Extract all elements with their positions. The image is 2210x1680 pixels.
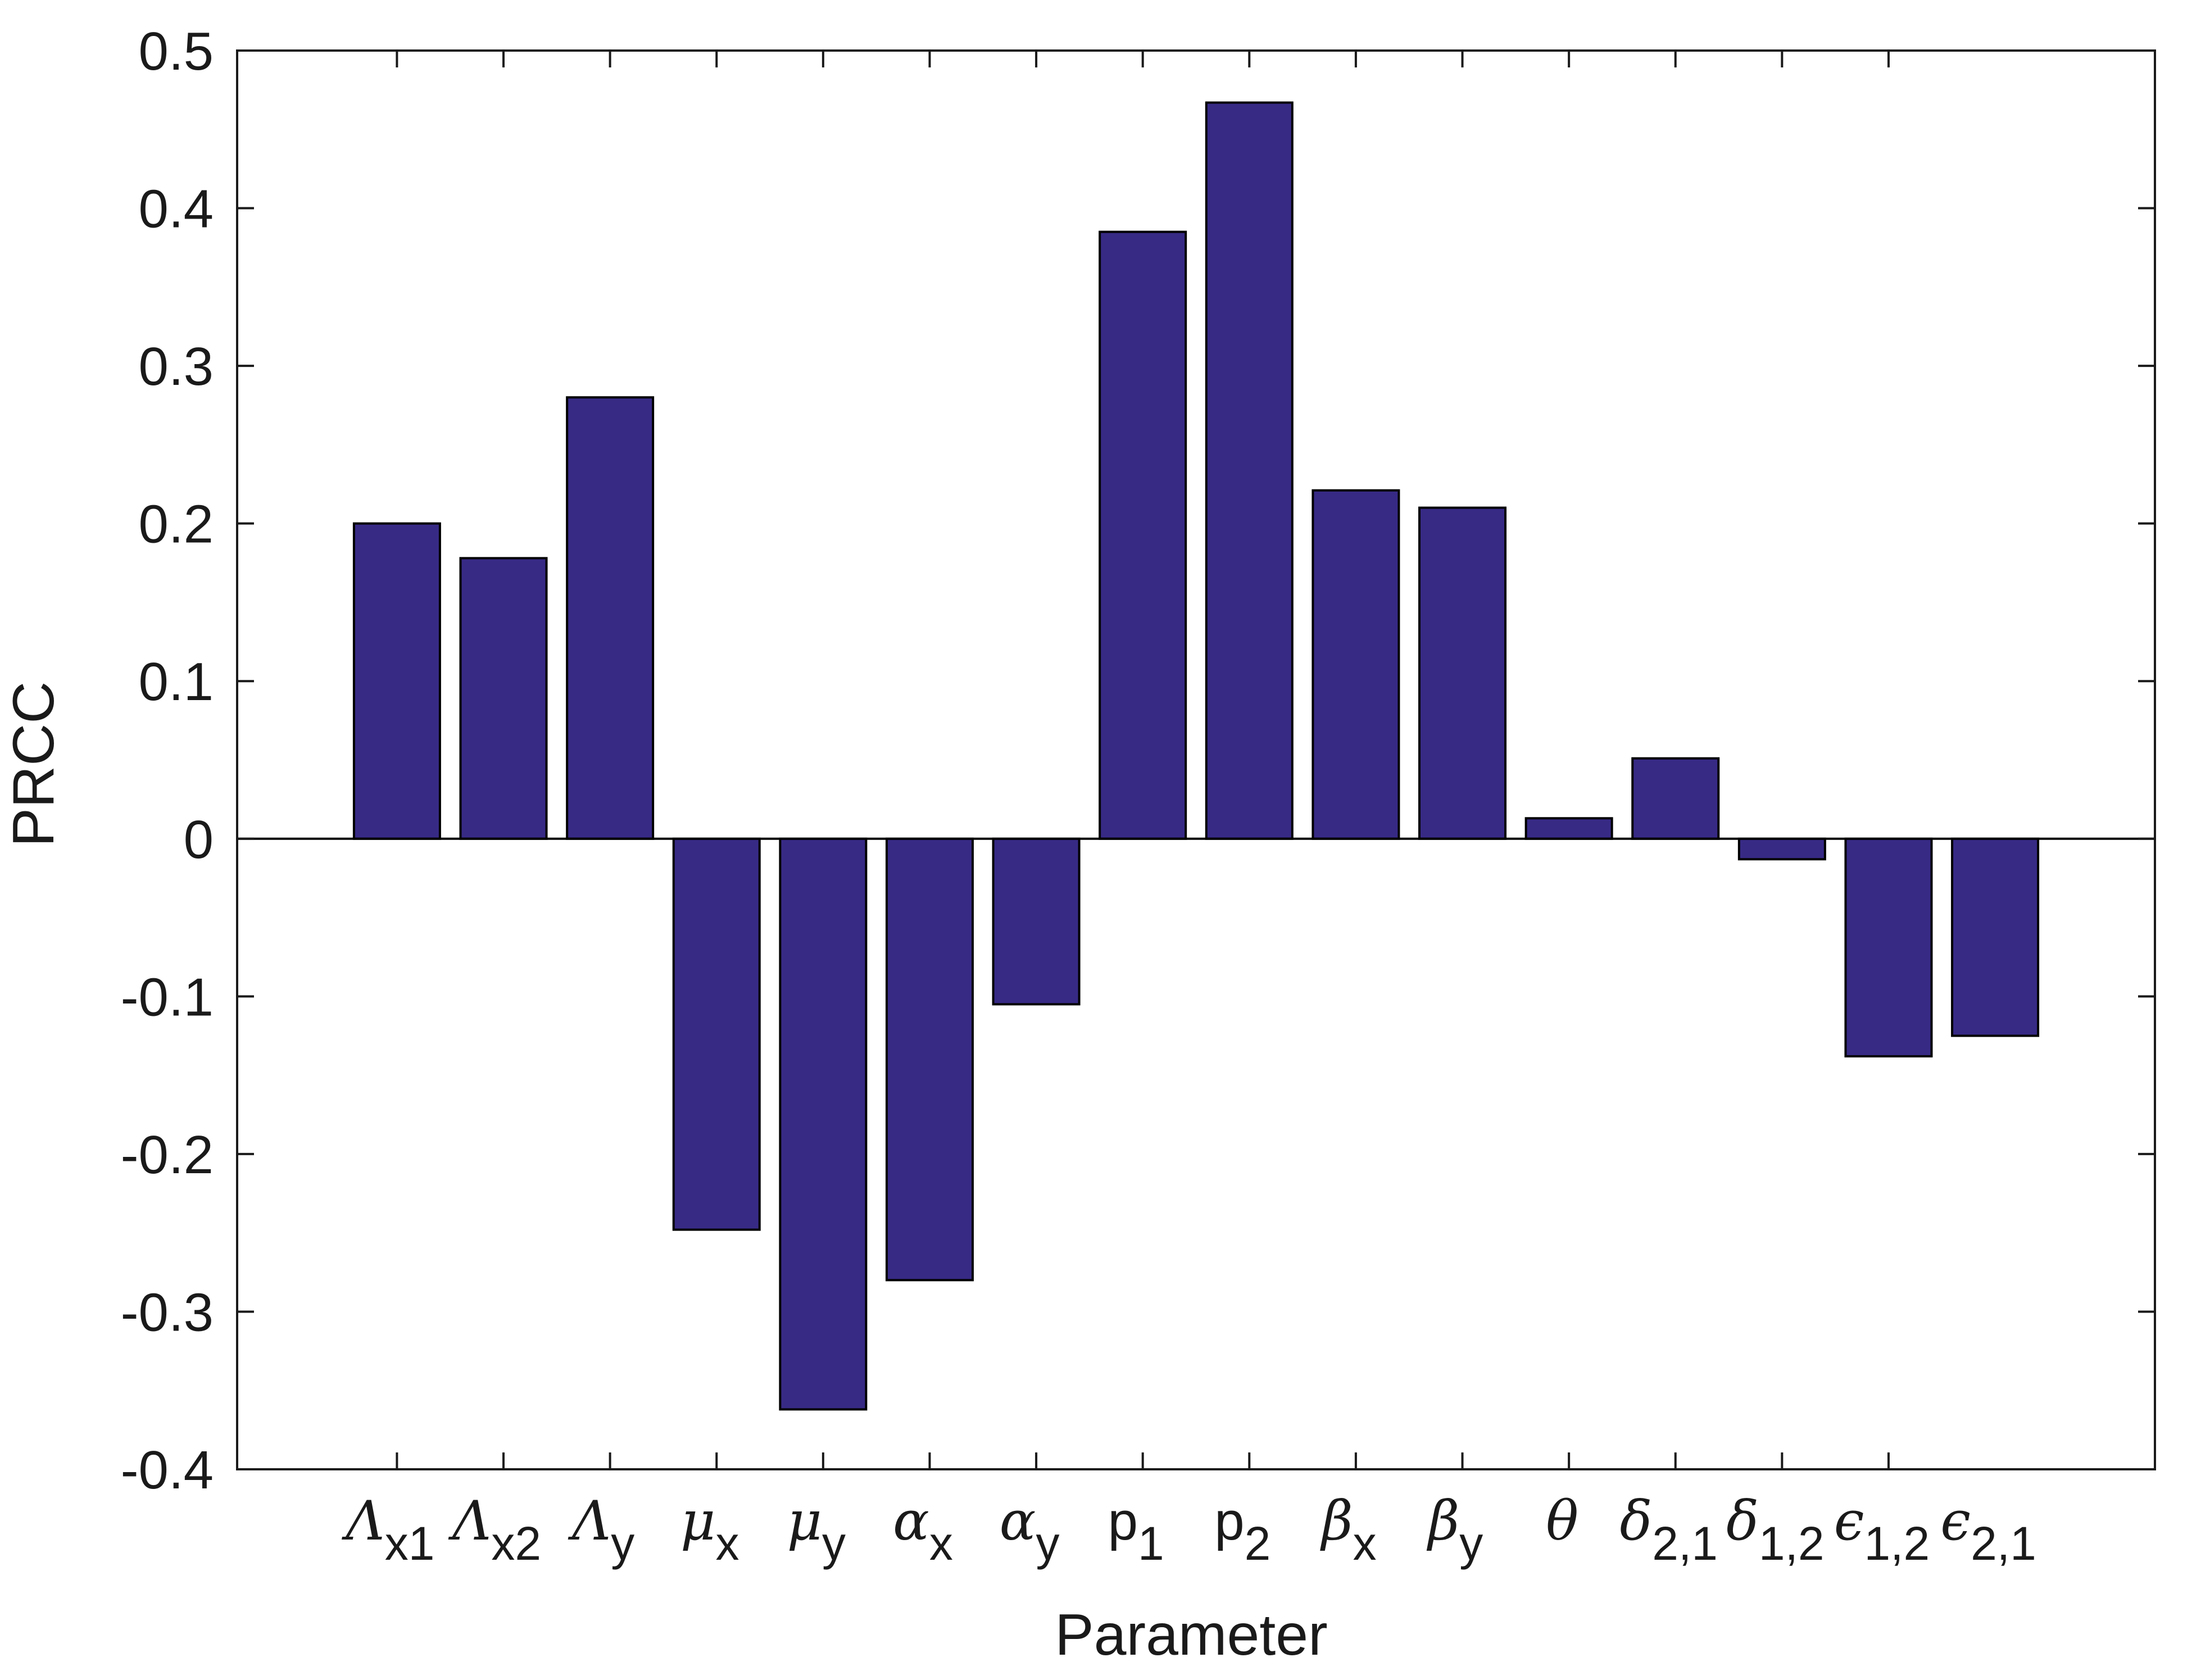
xtick-label-15: ϵ2,1 [1940, 1490, 2036, 1570]
bar-1 [459, 557, 548, 840]
ytick-label-5: 0.1 [139, 652, 214, 712]
bar-8 [1205, 101, 1294, 840]
bars-group [352, 101, 2040, 1411]
xtick-label-0: Λx1 [341, 1490, 434, 1570]
x-tick-labels: Λx1 Λx2 Λy μx μy αx αy p1 p2 βx βy θ δ2,1 δ1,2 ϵ1,2 ϵ2,… [341, 1490, 2036, 1570]
x-axis-label: Parameter [1055, 1602, 1328, 1668]
bar-15 [1951, 837, 2040, 1037]
xtick-label-11: θ [1546, 1490, 1578, 1552]
ytick-label-1: -0.3 [121, 1282, 214, 1342]
ytick-label-6: 0.2 [139, 494, 214, 555]
ytick-label-3: -0.1 [121, 967, 214, 1027]
plot-area-frame [236, 49, 2156, 1470]
y-axis-label: PRCC [1, 682, 66, 847]
bar-6 [992, 837, 1081, 1006]
bar-11 [1524, 817, 1613, 840]
ytick-label-4: 0 [184, 810, 214, 870]
bar-9 [1312, 489, 1400, 840]
xtick-label-8: p2 [1214, 1491, 1270, 1570]
xtick-label-4: μy [787, 1490, 846, 1570]
bar-3 [672, 837, 761, 1231]
bar-12 [1631, 757, 1720, 840]
ytick-label-7: 0.3 [139, 337, 214, 397]
bar-5 [885, 837, 974, 1282]
ytick-label-9: 0.5 [139, 21, 214, 81]
y-tick-labels: -0.4 -0.3 -0.2 -0.1 0 0.1 0.2 0.3 0.4 0.5 [121, 21, 214, 1500]
xtick-label-1: Λx2 [448, 1490, 541, 1570]
bar-0 [352, 522, 441, 840]
bar-2 [566, 396, 655, 840]
xtick-label-14: ϵ1,2 [1834, 1490, 1930, 1570]
xtick-label-3: μx [680, 1490, 739, 1570]
xtick-label-10: βy [1427, 1490, 1483, 1570]
xtick-label-6: αy [1000, 1490, 1060, 1570]
bar-4 [779, 837, 868, 1411]
bar-7 [1099, 230, 1187, 840]
ytick-label-0: -0.4 [121, 1440, 214, 1500]
ticks-group [237, 49, 2155, 1470]
ytick-label-8: 0.4 [139, 179, 214, 239]
xtick-label-13: δ1,2 [1726, 1490, 1825, 1570]
xtick-label-7: p1 [1108, 1491, 1164, 1570]
bar-13 [1737, 837, 1826, 861]
xtick-label-2: Λy [568, 1490, 634, 1570]
bar-10 [1418, 506, 1507, 840]
ytick-label-2: -0.2 [121, 1125, 214, 1185]
bar-14 [1844, 837, 1933, 1057]
xtick-label-12: δ2,1 [1619, 1490, 1718, 1570]
xtick-label-9: βx [1320, 1490, 1377, 1570]
xtick-label-5: αx [893, 1490, 953, 1570]
